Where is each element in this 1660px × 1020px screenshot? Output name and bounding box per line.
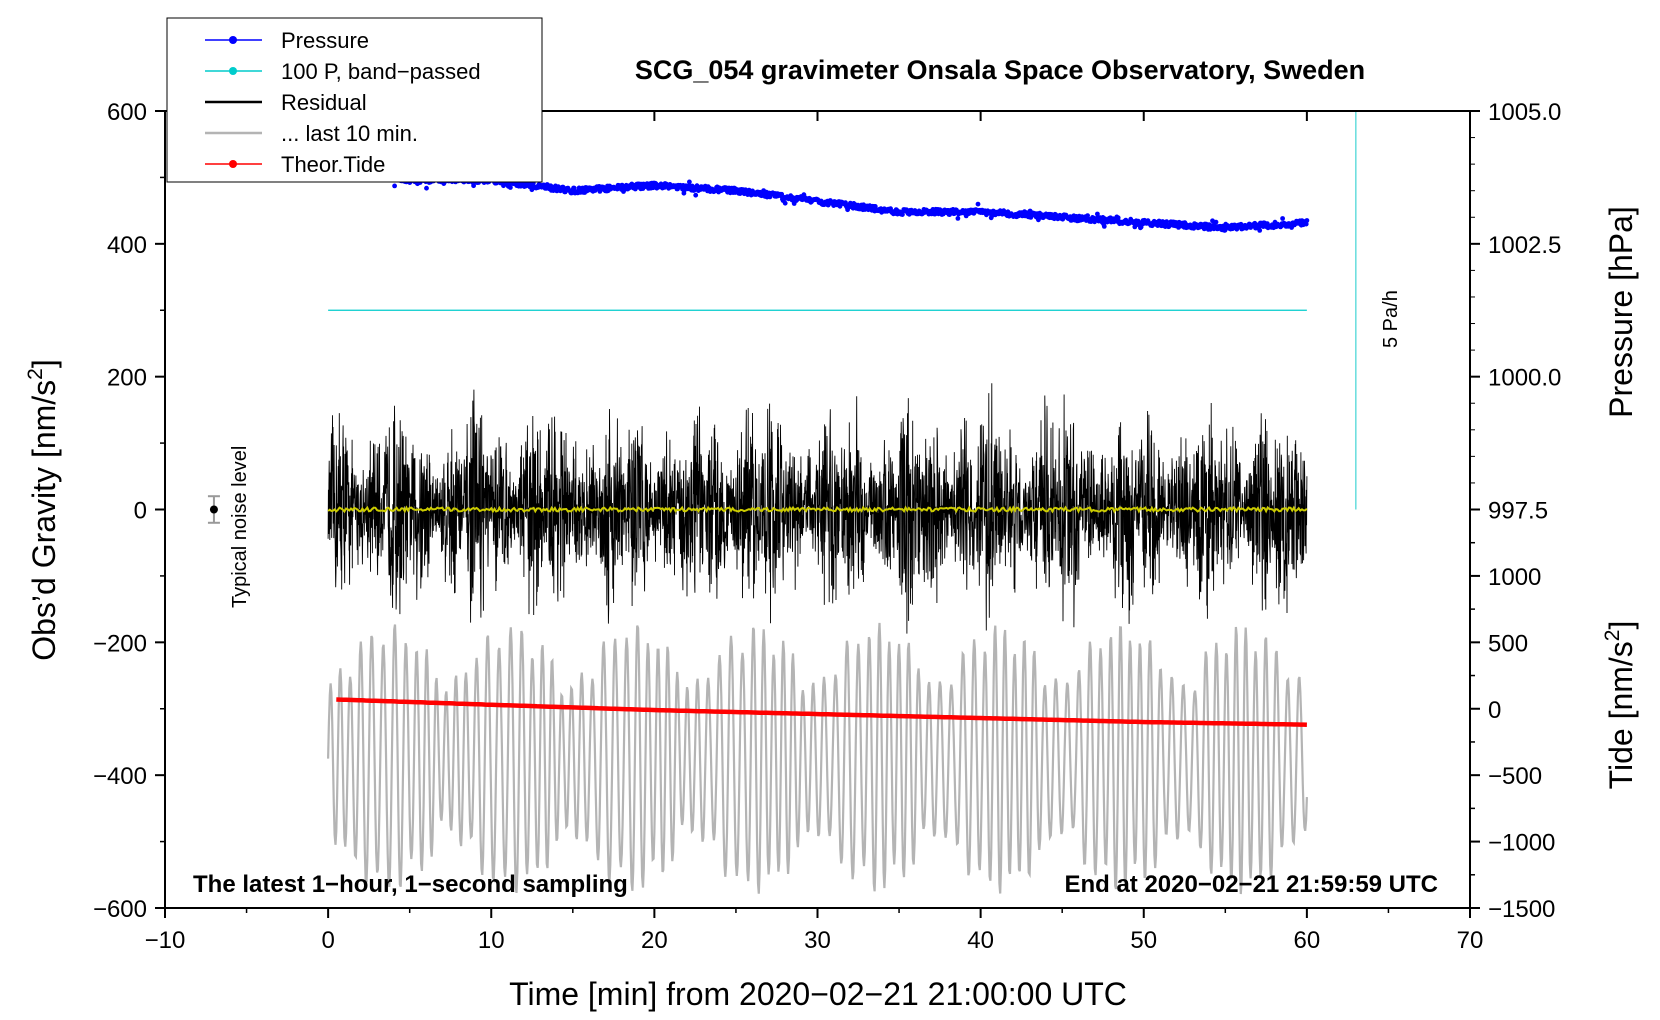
- legend: Pressure 100 P, band−passed Residual ... la…: [166, 17, 543, 183]
- tide-tick-label: −1500: [1488, 896, 1555, 923]
- y-axis-tide: 1000 500 0 −500 −1000 −1500: [1470, 541, 1555, 923]
- pressure-tick-label: 1005.0: [1488, 99, 1561, 126]
- pressure-point: [693, 192, 699, 198]
- pressure-point: [782, 200, 788, 206]
- y-axis-left-title: Obs’d Gravity [nm/s2]: [24, 359, 62, 661]
- x-tick-label: −10: [145, 927, 186, 954]
- pressure-point: [1213, 219, 1219, 225]
- x-tick-label: 60: [1294, 927, 1321, 954]
- tide-tick-label: 0: [1488, 697, 1501, 724]
- pressure-point: [872, 204, 878, 209]
- legend-swatch-dot: [229, 160, 237, 168]
- y-axis-pressure-title: Pressure [hPa]: [1603, 206, 1639, 418]
- annotation-end-time: End at 2020−02−21 21:59:59 UTC: [1064, 871, 1438, 898]
- legend-label: Pressure: [281, 28, 369, 53]
- smoothed-residual-series: [327, 505, 1308, 514]
- x-tick-label: 40: [967, 927, 994, 954]
- rate-marker-label: 5 Pa/h: [1380, 290, 1402, 348]
- pressure-point: [508, 185, 513, 190]
- legend-box: [166, 17, 543, 183]
- last-10-min-series: [327, 622, 1308, 895]
- pressure-point: [1101, 224, 1107, 229]
- y-axis-tide-title: Tide [nm/s2]: [1601, 621, 1639, 790]
- y-tick-label: 200: [107, 365, 147, 392]
- pressure-point: [571, 185, 577, 191]
- pressure-point: [955, 216, 961, 221]
- x-axis-title: Time [min] from 2020−02−21 21:00:00 UTC: [509, 976, 1127, 1012]
- tide-tick-label: −1000: [1488, 830, 1555, 857]
- y-tick-label: −400: [93, 763, 147, 790]
- x-tick-label: 30: [804, 927, 831, 954]
- legend-label: Theor.Tide: [281, 152, 385, 177]
- y-axis-tide-title-main: Tide [nm/s: [1603, 641, 1639, 789]
- y-tick-label: 400: [107, 232, 147, 259]
- last-10-min-line: [327, 622, 1308, 895]
- y-tick-label: −600: [93, 896, 147, 923]
- tide-line: [336, 697, 1307, 727]
- y-tick-label: −200: [93, 630, 147, 657]
- pressure-point: [1115, 215, 1121, 221]
- y-axis-left: 600 400 200 0 −200 −400 −600: [93, 99, 165, 923]
- typical-noise-marker: [207, 495, 220, 524]
- y-tick-label: 600: [107, 99, 147, 126]
- x-axis: −10 0 10 20 30 40 50 60 70: [145, 111, 1484, 954]
- tide-tick-label: 500: [1488, 630, 1528, 657]
- pressure-point: [1257, 228, 1263, 233]
- pressure-point: [975, 201, 981, 207]
- pressure-point: [1303, 221, 1309, 227]
- pressure-tick-label: 997.5: [1488, 498, 1548, 525]
- x-tick-label: 10: [478, 927, 505, 954]
- x-tick-label: 0: [321, 927, 334, 954]
- residual-line: [327, 383, 1308, 634]
- theoretical-tide-series: [336, 697, 1307, 727]
- residual-series: [327, 383, 1308, 634]
- legend-label: ... last 10 min.: [281, 121, 418, 146]
- smoothed-residual-line: [327, 505, 1308, 514]
- legend-label: Residual: [281, 90, 367, 115]
- typical-noise-label: Typical noise level: [229, 446, 251, 608]
- y-axis-left-title-sup: 2: [24, 368, 47, 380]
- chart-title: SCG_054 gravimeter Onsala Space Observat…: [635, 55, 1365, 85]
- tide-tick-label: −500: [1488, 763, 1542, 790]
- pressure-point: [1085, 213, 1090, 219]
- pressure-tick-label: 1002.5: [1488, 232, 1561, 259]
- noise-point: [209, 505, 218, 514]
- y-axis-tide-title-end: ]: [1603, 621, 1639, 630]
- x-tick-label: 20: [641, 927, 668, 954]
- annotation-sampling: The latest 1−hour, 1−second sampling: [193, 871, 628, 898]
- pressure-point: [1280, 216, 1285, 221]
- pressure-point: [687, 179, 692, 185]
- pressure-point: [392, 183, 397, 189]
- y-axis-left-title-end: ]: [26, 359, 62, 368]
- legend-swatch-dot: [229, 67, 237, 75]
- y-axis-left-title-main: Obs’d Gravity [nm/s: [26, 380, 62, 661]
- pressure-point: [424, 185, 429, 191]
- pressure-point: [650, 185, 656, 191]
- x-tick-label: 50: [1130, 927, 1157, 954]
- x-tick-label: 70: [1457, 927, 1484, 954]
- pressure-point: [471, 183, 476, 189]
- pressure-point: [1304, 218, 1310, 223]
- y-axis-tide-title-sup: 2: [1601, 630, 1624, 642]
- pressure-point: [779, 191, 785, 197]
- legend-swatch-dot: [229, 36, 237, 44]
- legend-label: 100 P, band−passed: [281, 59, 481, 84]
- tide-tick-label: 1000: [1488, 564, 1541, 591]
- y-tick-label: 0: [134, 498, 147, 525]
- pressure-tick-label: 1000.0: [1488, 365, 1561, 392]
